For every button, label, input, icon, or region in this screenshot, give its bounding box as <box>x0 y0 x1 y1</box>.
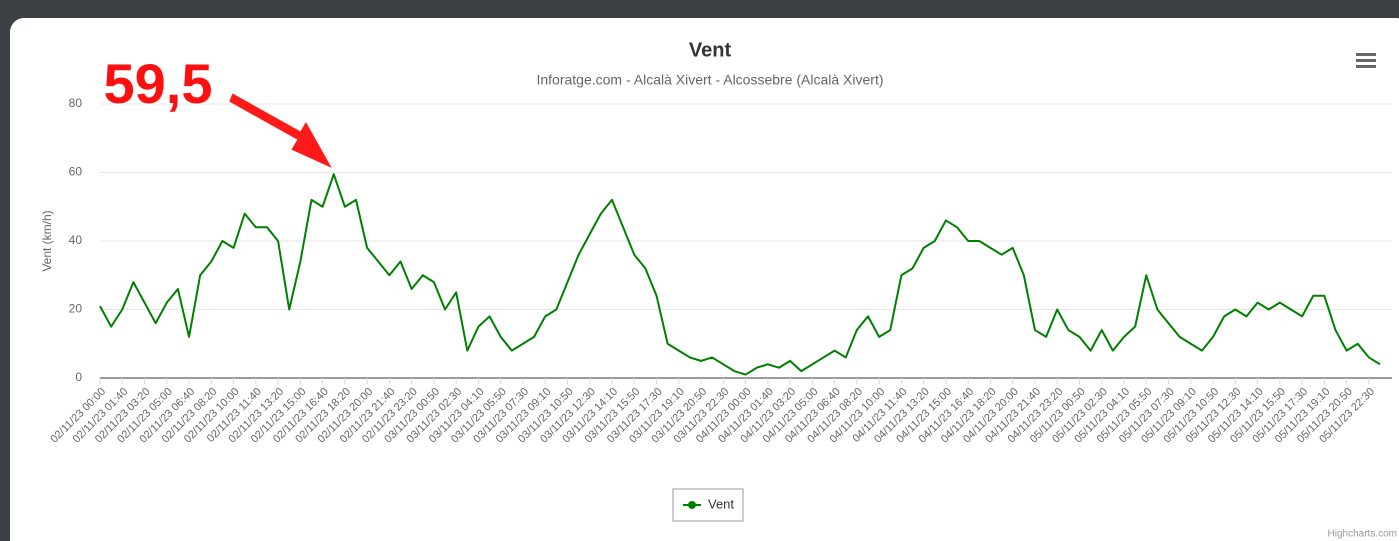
annotation-arrow <box>226 90 337 173</box>
y-axis-label: Vent (km/h) <box>40 210 54 271</box>
menu-button[interactable] <box>1356 53 1376 68</box>
y-tick-label: 40 <box>69 233 83 247</box>
credits[interactable]: Highcharts.com <box>1328 529 1397 540</box>
legend-marker <box>688 501 696 509</box>
chart-card <box>10 18 1399 541</box>
annotation-text: 59,5 <box>104 52 213 115</box>
menu-bar <box>1356 65 1376 68</box>
y-tick-label: 80 <box>69 96 83 110</box>
legend-label: Vent <box>708 496 734 511</box>
y-tick-label: 20 <box>69 302 83 316</box>
chart-subtitle: Inforatge.com - Alcalà Xivert - Alcosseb… <box>536 72 883 88</box>
legend[interactable]: Vent <box>672 488 744 522</box>
chart-title: Vent <box>689 39 732 61</box>
y-tick-label: 0 <box>75 370 82 384</box>
y-tick-label: 60 <box>69 165 83 179</box>
menu-bar <box>1356 53 1376 56</box>
menu-bar <box>1356 59 1376 62</box>
data-line <box>99 173 1381 376</box>
annotation-group: 59,5 <box>102 50 337 173</box>
